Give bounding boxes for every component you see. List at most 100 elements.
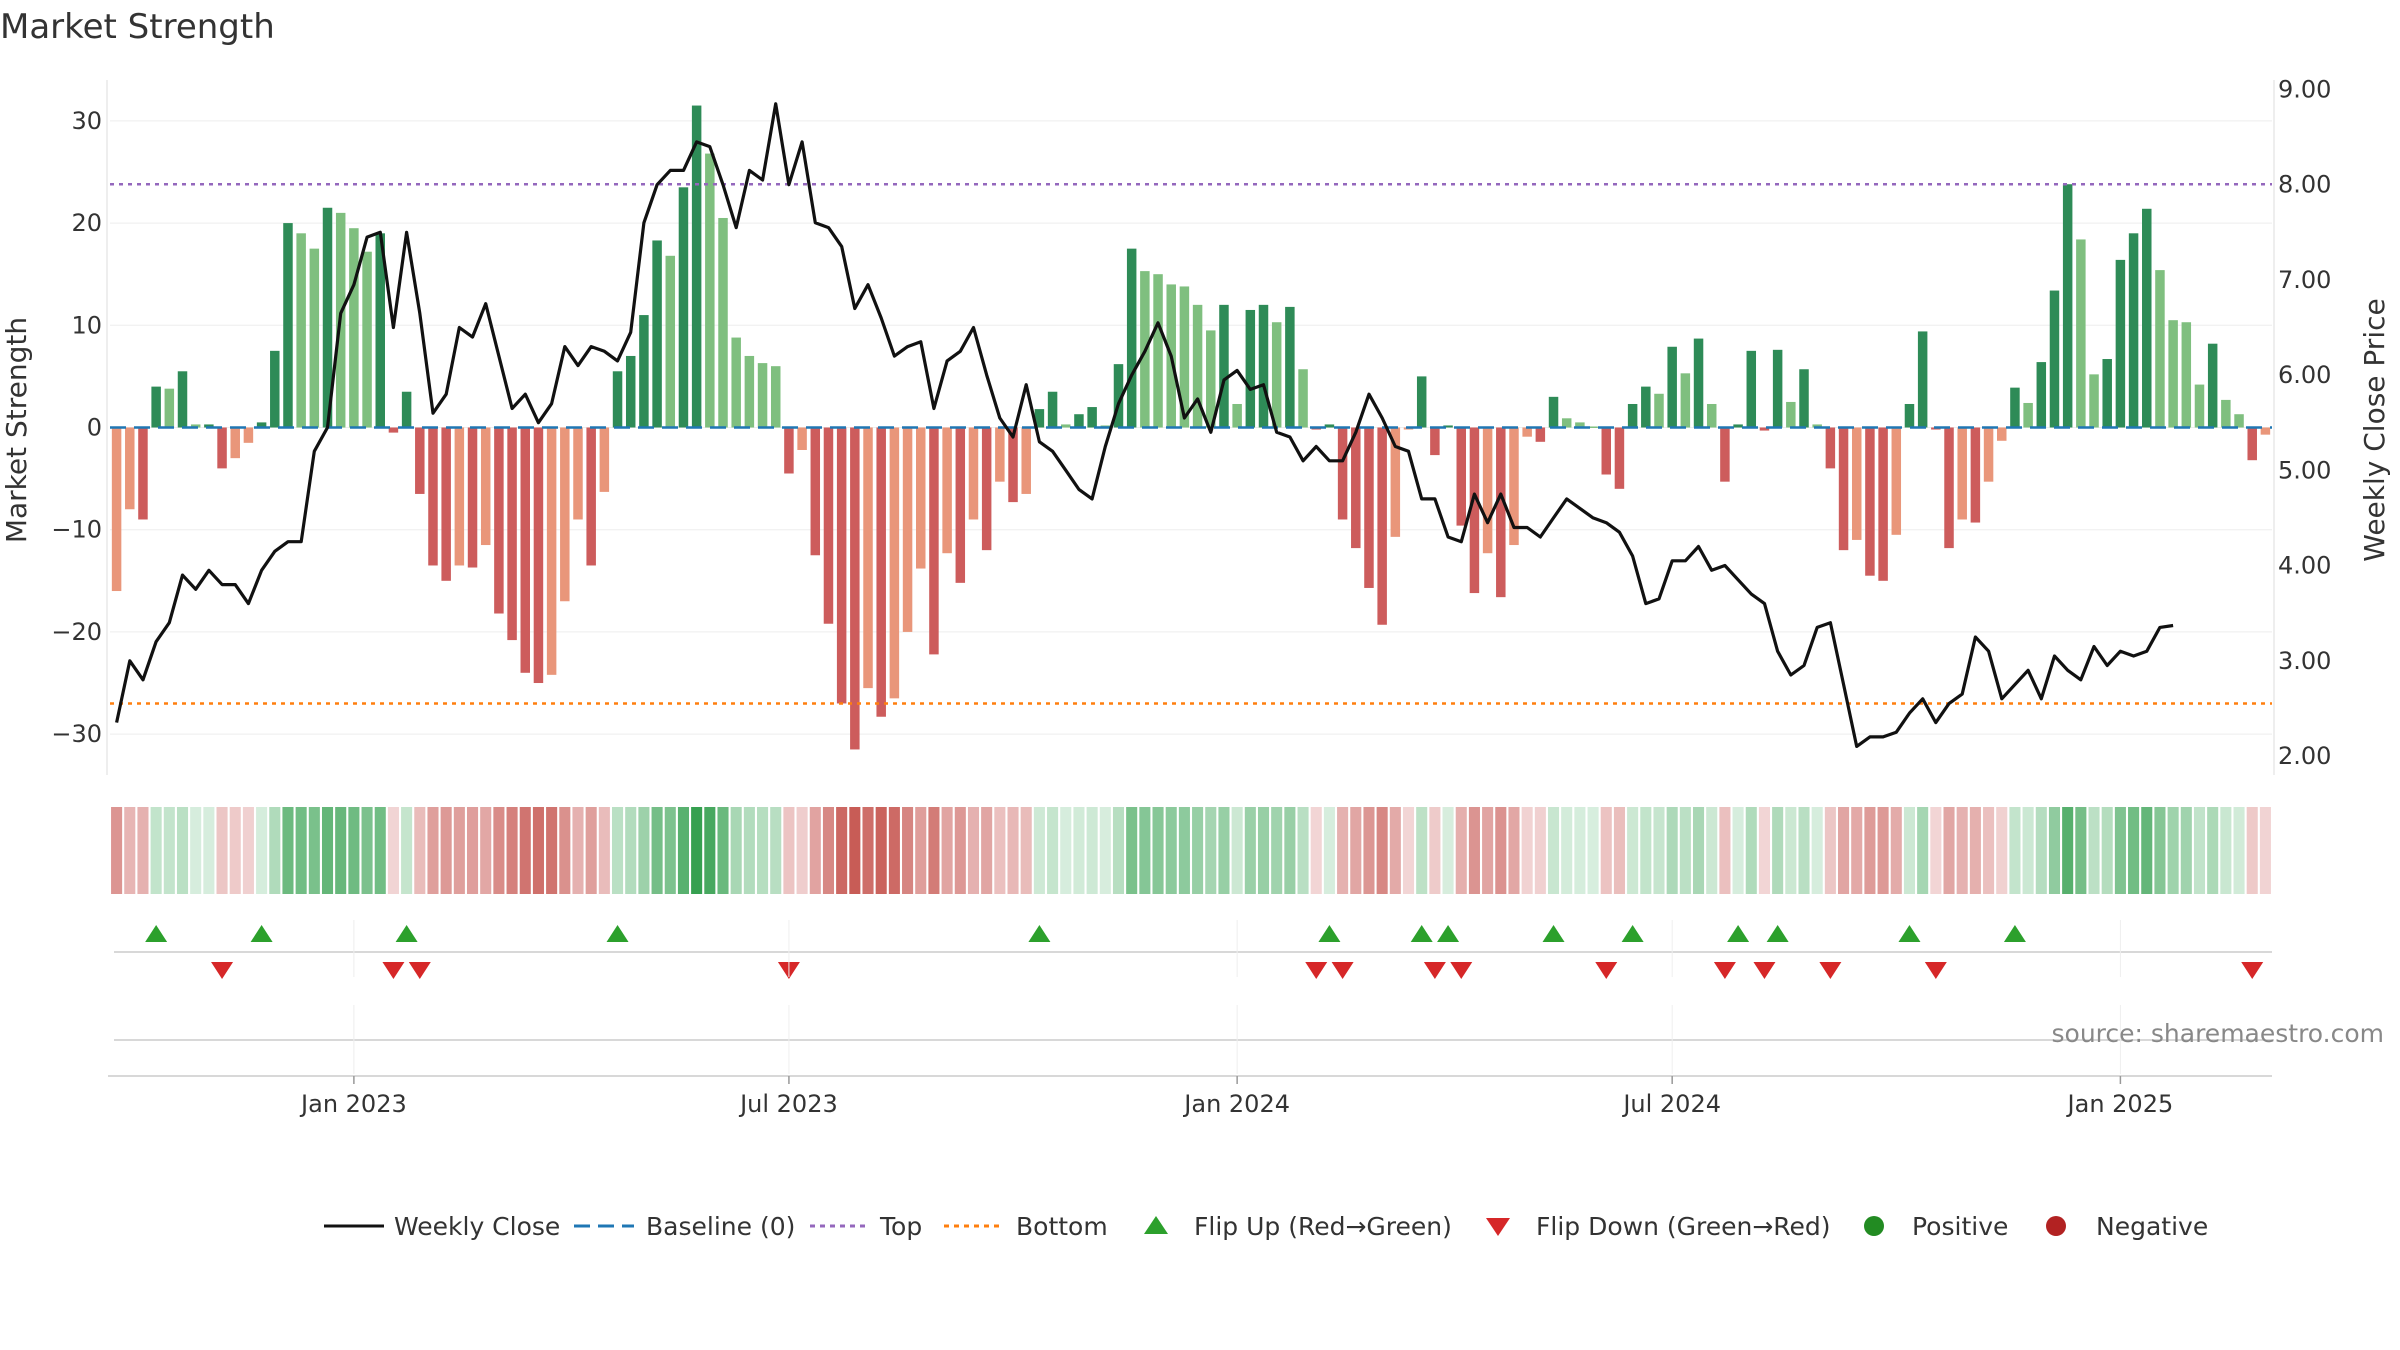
weekly-close-series: [115, 102, 2174, 749]
strength-strip-cell: [480, 807, 492, 894]
strength-strip-cell: [282, 807, 294, 894]
strength-bar: [1957, 427, 1967, 520]
strength-strip-cell: [1983, 807, 1995, 894]
strength-bar: [1416, 376, 1427, 428]
strength-bar: [507, 427, 517, 641]
legend-label-flip-down: Flip Down (Green→Red): [1536, 1212, 1831, 1241]
flip-up-marker: [1437, 925, 1460, 942]
strength-strip-cell: [1297, 807, 1309, 894]
strength-strip-cell: [612, 807, 624, 894]
strength-bar: [2221, 399, 2231, 428]
strength-strip-cell: [1640, 807, 1652, 894]
strength-strip-cell: [532, 807, 544, 894]
strength-bar: [705, 153, 715, 428]
flip-down-marker: [1819, 962, 1842, 979]
strength-bar: [546, 427, 557, 675]
strength-strip-cell: [1943, 807, 1955, 894]
legend-negative-icon: [2046, 1216, 2066, 1236]
right-tick-label: 8.00: [2278, 171, 2331, 199]
strength-bar: [2089, 374, 2099, 428]
strength-bar: [428, 427, 438, 566]
strength-strip-cell: [493, 807, 505, 894]
strength-strip-cell: [2259, 807, 2271, 894]
strength-bar: [1113, 364, 1124, 428]
strength-bar: [1944, 427, 1954, 549]
strength-bar: [625, 355, 636, 428]
strength-strip-cell: [796, 807, 808, 894]
left-tick-label: 30: [71, 107, 102, 135]
strength-bar: [2247, 427, 2257, 461]
strength-strip-cell: [585, 807, 597, 894]
strength-strip-cell: [150, 807, 162, 894]
strength-strip-cell: [1666, 807, 1678, 894]
strength-strip-cell: [2062, 807, 2074, 894]
strength-bar: [375, 233, 385, 428]
left-tick-label: 0: [87, 414, 102, 442]
strength-bar: [1061, 424, 1071, 428]
strength-bar: [1509, 427, 1519, 546]
flip-down-marker: [382, 962, 405, 979]
strength-bar: [1548, 396, 1559, 428]
strength-strip-cell: [1112, 807, 1125, 894]
strength-strip-cell: [2114, 807, 2126, 894]
strength-bar: [2234, 414, 2244, 428]
strength-strip-cell: [1679, 807, 1691, 894]
flip-down-marker: [1331, 962, 1354, 979]
strength-strip-cell: [1337, 807, 1349, 894]
strength-strip-cell: [1192, 807, 1204, 894]
strength-bar: [1153, 274, 1163, 428]
strength-strip-cell: [1165, 807, 1177, 894]
strength-bar: [1482, 427, 1493, 554]
flip-markers-panel: [114, 925, 2272, 979]
flip-up-marker: [1542, 925, 1565, 942]
strength-strip-cell: [335, 807, 347, 894]
weekly-close-line: [115, 102, 2174, 749]
strength-strip-cell: [295, 807, 307, 894]
strength-strip-cell: [2141, 807, 2153, 894]
strength-bar: [2142, 208, 2152, 428]
strength-strip-cell: [2009, 807, 2021, 894]
strength-bar: [1456, 427, 1466, 526]
strength-strip-cell: [2180, 807, 2192, 894]
strength-strip-cell: [822, 807, 835, 894]
source-credit: source: sharemaestro.com: [2052, 1019, 2385, 1048]
strength-bar: [1522, 427, 1532, 437]
strength-bar: [560, 427, 570, 602]
strength-strip-cell: [1073, 807, 1085, 894]
strength-strip-cell: [1007, 807, 1019, 894]
strength-bar: [1838, 427, 1849, 551]
strength-bar: [2010, 387, 2020, 428]
strength-bar: [1285, 306, 1295, 428]
flip-down-marker: [1713, 962, 1736, 979]
strength-strip-cell: [1930, 807, 1942, 894]
strength-strip-cell: [1271, 807, 1283, 894]
strength-bar: [1390, 427, 1401, 537]
strength-bar: [111, 427, 122, 592]
strength-strip-cell: [704, 807, 716, 894]
strength-bar: [1680, 373, 1691, 428]
strength-strip-cell: [1587, 807, 1599, 894]
strength-bar: [1575, 422, 1585, 428]
strength-strip-cell: [677, 807, 689, 894]
strength-strip-cell: [954, 807, 966, 894]
strength-bar: [1601, 427, 1612, 475]
strength-bar: [2181, 322, 2192, 428]
strength-strip-cell: [757, 807, 769, 894]
strength-strip-cell: [1996, 807, 2008, 894]
strength-bar: [441, 427, 451, 581]
left-tick-label: −20: [51, 618, 102, 646]
strength-strip-cell: [453, 807, 465, 894]
strength-strip-cell: [1508, 807, 1520, 894]
legend-positive-icon: [1864, 1216, 1884, 1236]
strength-strip-cell: [1442, 807, 1454, 894]
strength-bar: [1245, 309, 1256, 428]
strength-strip-cell: [981, 807, 993, 894]
legend-flip-up-icon: [1144, 1216, 1168, 1234]
strength-strip-cell: [466, 807, 479, 894]
flip-up-marker: [1318, 925, 1341, 942]
legend-flip-down-icon: [1486, 1218, 1510, 1236]
strength-bar: [2049, 290, 2060, 428]
strength-strip-cell: [242, 807, 254, 894]
flip-up-marker: [606, 925, 629, 942]
strength-bar: [1008, 427, 1018, 503]
